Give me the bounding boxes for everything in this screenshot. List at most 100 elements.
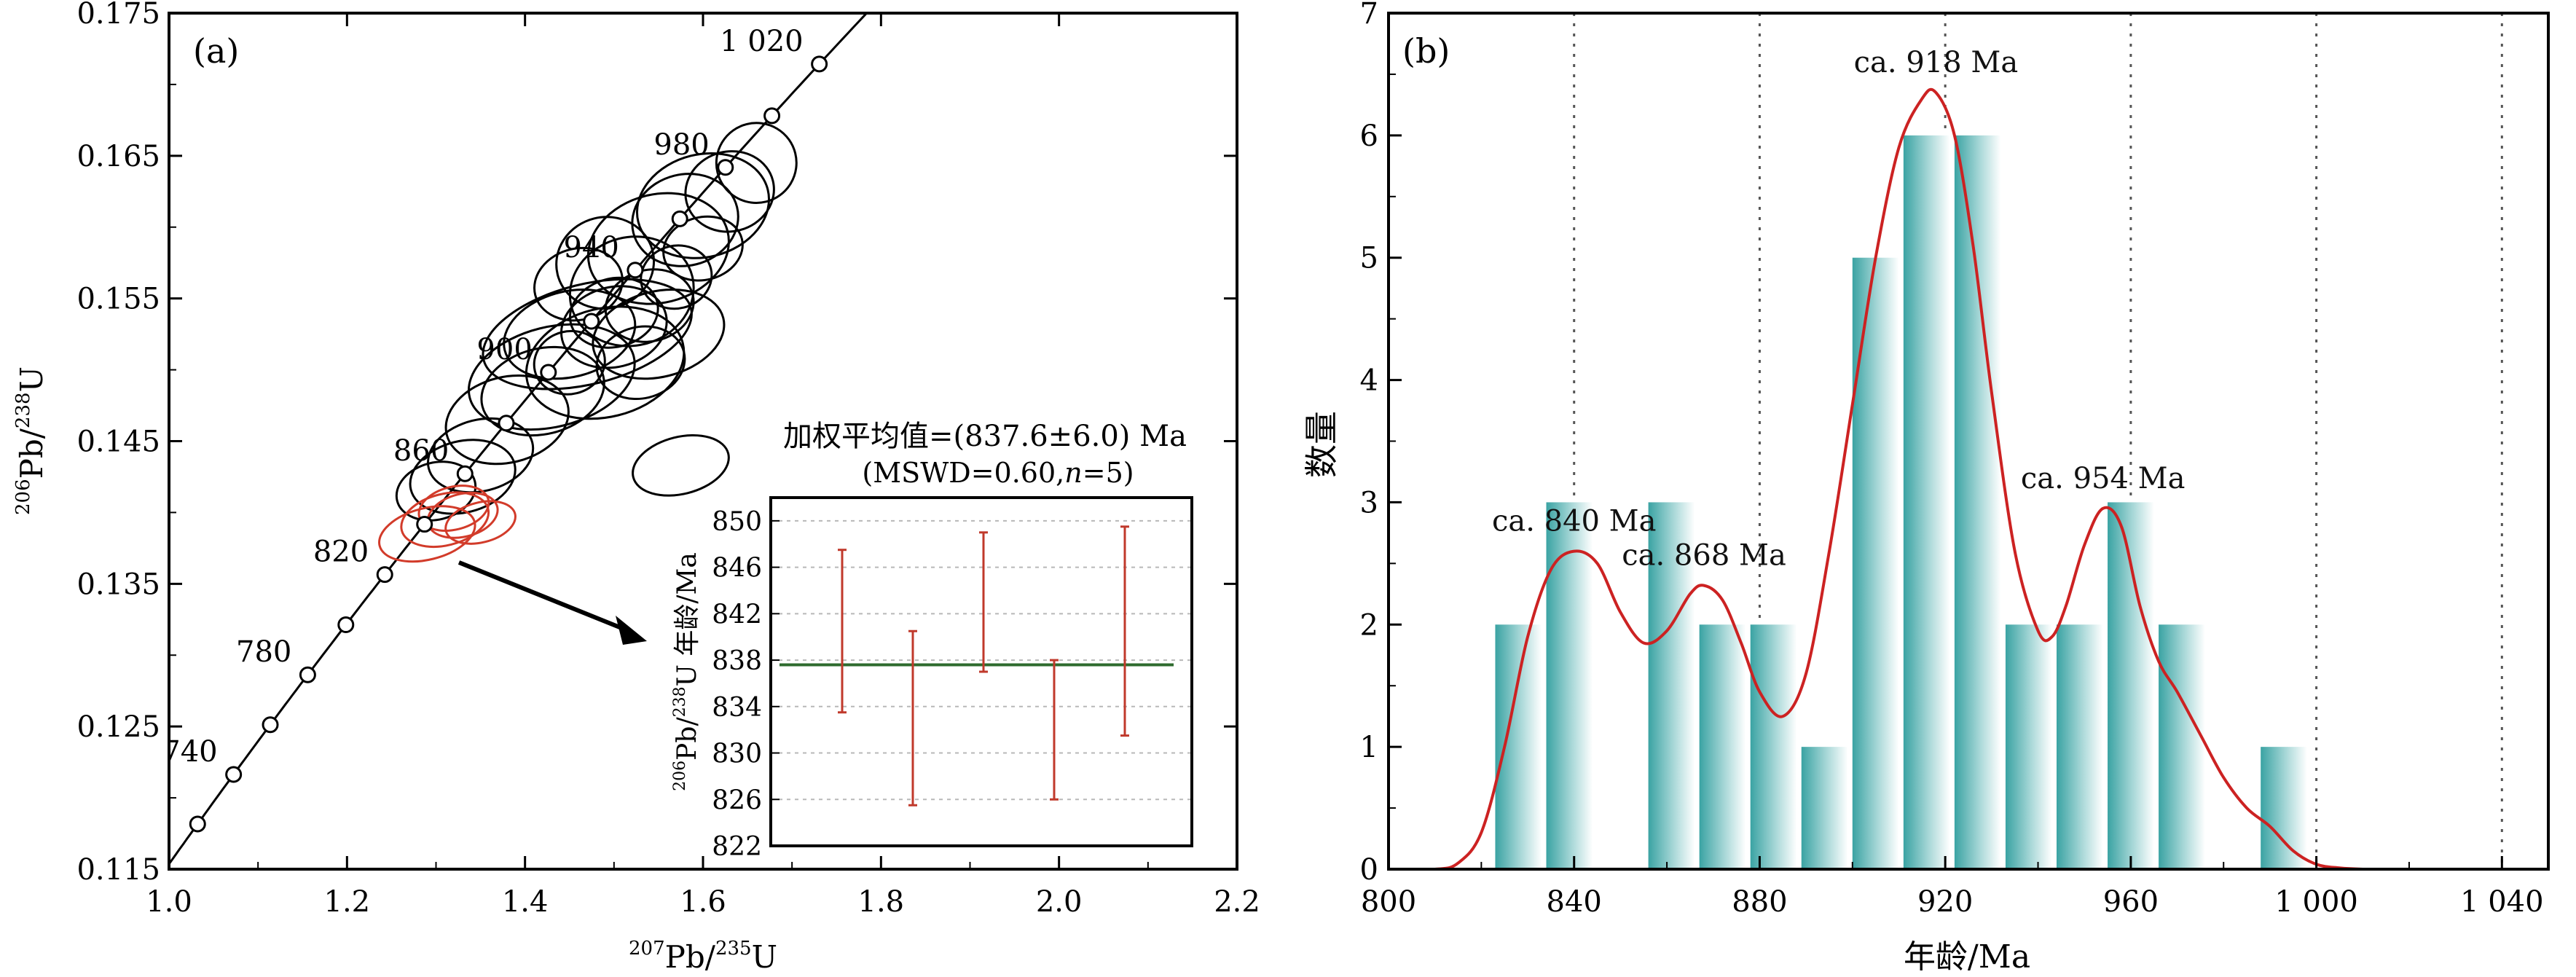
y-tick-label: 0.135 [76, 568, 160, 601]
probability-density-curve [1389, 87, 2400, 869]
error-ellipse [395, 460, 477, 522]
inset-y-tick-label: 826 [712, 785, 762, 815]
y-tick-label: 5 [1360, 242, 1378, 275]
histogram-bar [1852, 257, 1899, 869]
concordia-age-marker [376, 566, 393, 584]
y-axis-label: 数量 [1302, 411, 1341, 478]
inset-pointer-arrow [458, 560, 647, 645]
error-ellipse [684, 150, 775, 233]
inset-y-tick-label: 838 [712, 646, 762, 676]
concordia-age-marker [189, 815, 206, 833]
concordia-age-marker [498, 415, 515, 432]
y-tick-label: 3 [1360, 486, 1378, 519]
error-ellipse [662, 215, 744, 282]
x-tick-label: 920 [1917, 885, 1973, 919]
concordia-age-marker [262, 716, 279, 734]
histogram-bar [2056, 624, 2103, 869]
concordia-age-label: 940 [564, 231, 619, 264]
error-ellipse [640, 244, 713, 310]
histogram-bar [2108, 502, 2154, 869]
y-axis-label: 206Pb/238U [12, 366, 50, 515]
concordia-age-label: 980 [653, 128, 709, 162]
error-ellipse [503, 288, 637, 380]
panel-b-label: (b) [1402, 31, 1450, 71]
inset-subtitle: (MSWD=0.60,n=5) [862, 457, 1134, 489]
y-tick-label: 0.165 [76, 140, 160, 173]
concordia-age-marker [717, 159, 734, 176]
x-tick-label: 1.2 [324, 885, 371, 919]
x-tick-label: 2.2 [1214, 885, 1260, 919]
concordia-age-marker [540, 364, 557, 381]
concordia-age-marker [337, 616, 355, 634]
y-tick-label: 0.175 [76, 0, 160, 31]
concordia-age-marker [299, 666, 316, 683]
histogram-bar [1750, 624, 1797, 869]
histogram-bar [2005, 624, 2052, 869]
inset-y-tick-label: 830 [712, 739, 762, 769]
error-ellipse [559, 285, 668, 369]
error-ellipse [568, 276, 659, 349]
error-ellipse [409, 439, 517, 515]
selected-error-ellipse [417, 484, 490, 532]
concordia-age-marker [763, 107, 781, 125]
y-tick-label: 6 [1360, 119, 1378, 153]
concordia-age-marker [811, 55, 828, 73]
concordia-panel: 740 780 820 860 900 940 980 1 020 1.0 1.2 1.4 1.6 1… [12, 0, 1260, 975]
y-tick-label: 0.125 [76, 710, 160, 744]
inset-frame [769, 496, 1193, 847]
x-tick-label: 1 040 [2460, 885, 2544, 919]
x-tick-label: 1.6 [680, 885, 726, 919]
concordia-age-marker [583, 313, 600, 330]
concordia-age-marker [671, 210, 688, 227]
peak-age-annotation: ca. 840 Ma [1492, 505, 1657, 538]
concordia-age-marker [225, 766, 243, 783]
concordia-age-marker [456, 465, 474, 482]
histogram-bar [1801, 747, 1848, 869]
error-ellipse [631, 173, 739, 267]
x-tick-label: 1.4 [502, 885, 549, 919]
concordia-age-marker [416, 516, 433, 533]
y-tick-label: 0.145 [76, 425, 160, 459]
x-axis-label: 年龄/Ma [1904, 938, 2030, 976]
error-ellipse [426, 417, 535, 494]
x-tick-label: 1 000 [2274, 885, 2358, 919]
error-ellipse [467, 323, 636, 431]
peak-age-annotation: ca. 918 Ma [1854, 46, 2019, 79]
histogram-panel: 800 840 880 920 960 1 000 1 040 0 1 2 3 4 5 6 7 ca. 84… [1302, 0, 2550, 976]
error-ellipse [533, 329, 606, 396]
peak-age-annotation: ca. 868 Ma [1622, 539, 1786, 573]
inset-y-tick-label: 834 [712, 693, 762, 723]
inset-y-tick-label: 846 [712, 554, 762, 584]
inset-y-tick-label: 842 [712, 600, 762, 629]
concordia-age-marker [627, 262, 644, 279]
selected-error-ellipse [444, 500, 517, 545]
x-tick-label: 800 [1361, 885, 1416, 919]
concordia-age-label: 860 [393, 434, 449, 468]
x-tick-label: 1.8 [858, 885, 905, 919]
y-tick-label: 0.155 [76, 283, 160, 316]
inset-y-tick-label: 850 [712, 507, 762, 537]
panel-a-label: (a) [193, 31, 239, 71]
error-ellipse [715, 122, 798, 204]
x-tick-label: 960 [2103, 885, 2159, 919]
error-ellipse [444, 374, 570, 466]
concordia-age-label: 780 [236, 635, 291, 669]
error-ellipse [525, 305, 686, 420]
y-tick-label: 1 [1360, 731, 1378, 764]
histogram-bar [1954, 135, 2001, 869]
x-tick-label: 880 [1732, 885, 1787, 919]
error-ellipse [480, 345, 605, 437]
error-ellipse [555, 216, 656, 310]
y-tick-label: 0.115 [76, 853, 160, 887]
error-ellipse [595, 325, 686, 401]
histogram-bar [2159, 624, 2205, 869]
x-axis-label: 207Pb/235U [629, 938, 777, 975]
y-tick-label: 0 [1360, 853, 1378, 887]
histogram-bar [2261, 747, 2307, 869]
y-tick-label: 4 [1360, 364, 1378, 398]
histogram-bar [1648, 502, 1695, 869]
histogram-bar [1546, 502, 1593, 869]
inset-y-tick-label: 822 [712, 832, 762, 862]
concordia-age-label: 900 [476, 333, 532, 366]
